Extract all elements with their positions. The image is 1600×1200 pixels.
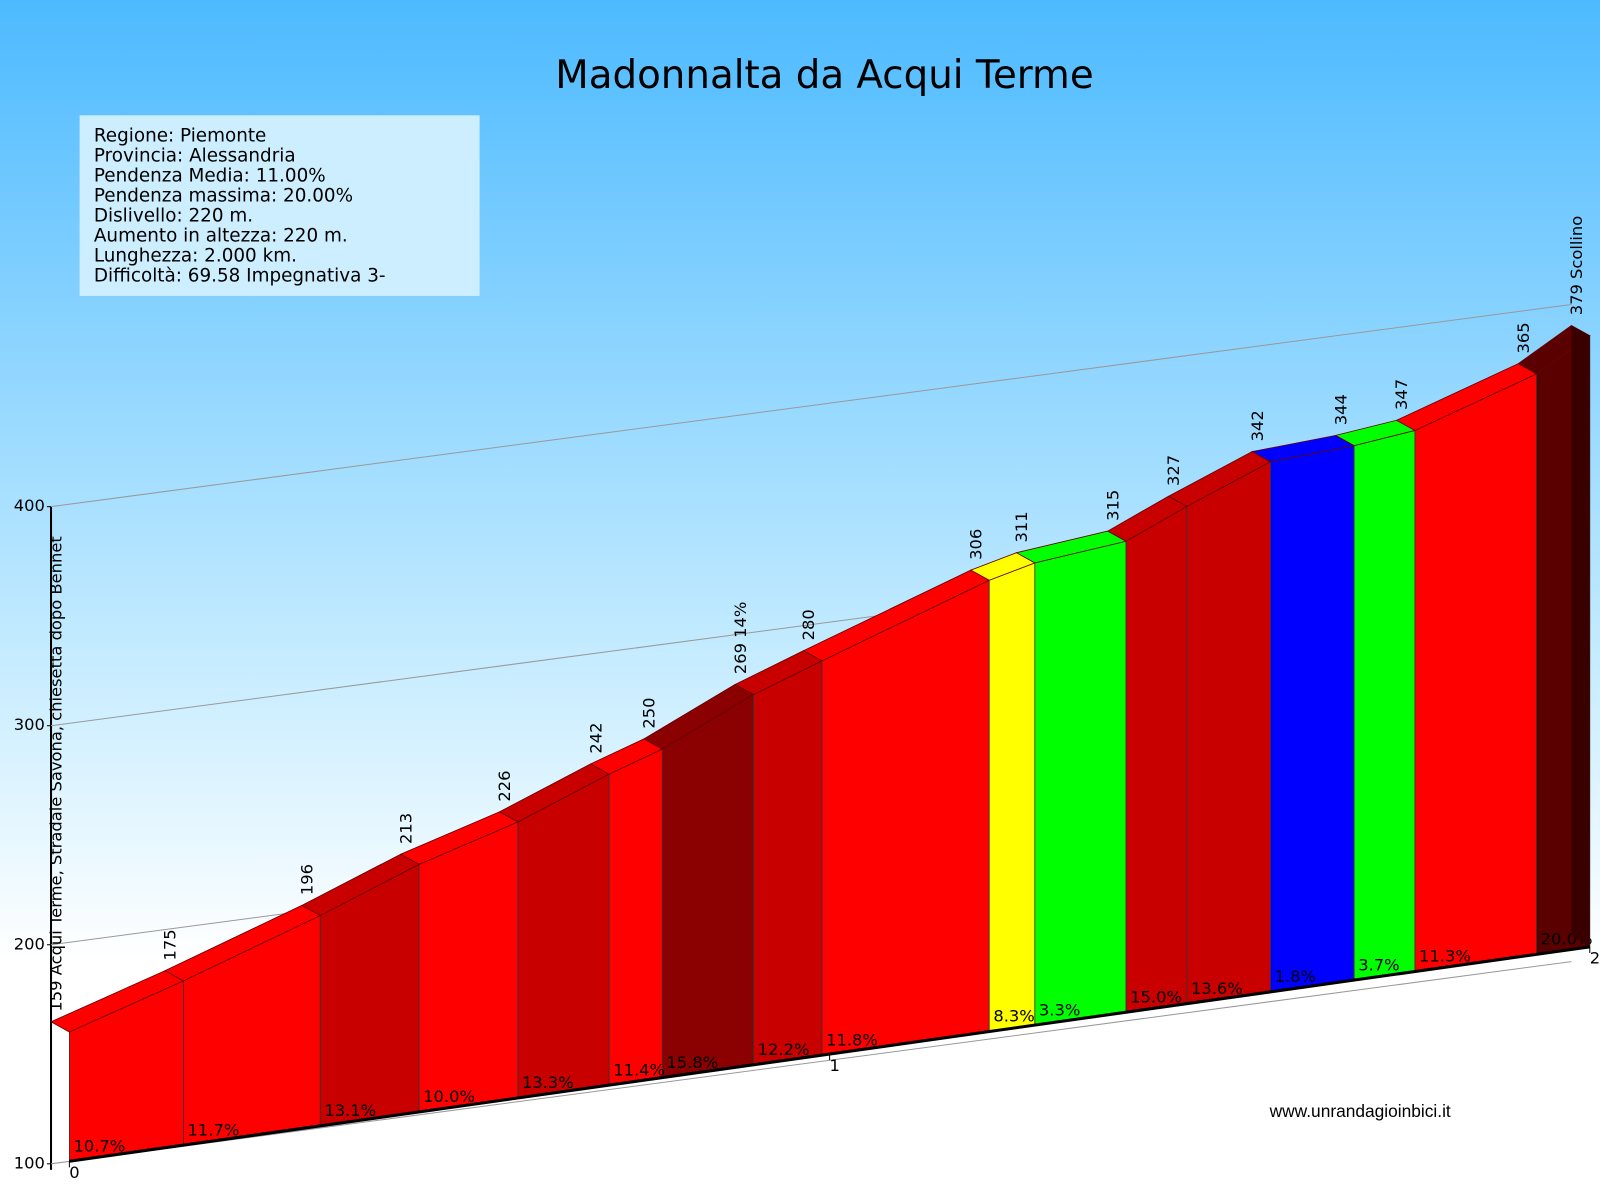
altitude-label: 306 xyxy=(966,529,985,560)
info-line: Regione: Piemonte xyxy=(94,126,266,147)
gradient-label: 3.3% xyxy=(1039,1000,1080,1019)
segment-face xyxy=(1270,445,1355,993)
altitude-label: 311 xyxy=(1012,511,1031,542)
segment-face xyxy=(608,748,663,1086)
x-tick-label: 1 xyxy=(829,1056,839,1075)
segment-side xyxy=(1571,325,1590,947)
altitude-label: 315 xyxy=(1103,490,1122,521)
altitude-label: 342 xyxy=(1248,410,1267,441)
segment-face xyxy=(1353,429,1416,981)
grid-line xyxy=(50,961,1572,1165)
altitude-label: 226 xyxy=(495,770,514,801)
info-line: Aumento in altezza: 220 m. xyxy=(94,226,348,247)
altitude-label: 347 xyxy=(1392,379,1411,410)
gradient-label: 10.0% xyxy=(423,1087,475,1106)
info-line: Difficoltà: 69.58 Impegnativa 3- xyxy=(94,266,386,287)
y-tick-label: 100 xyxy=(14,1153,45,1172)
info-line: Lunghezza: 2.000 km. xyxy=(94,246,297,267)
altitude-label: 379 Scollino xyxy=(1567,216,1586,316)
x-tick-label: 0 xyxy=(69,1163,79,1182)
x-tick-label: 2 xyxy=(1590,949,1600,968)
chart-title: Madonnalta da Acqui Terme xyxy=(555,53,1093,98)
gradient-label: 1.8% xyxy=(1275,967,1316,986)
gradient-label: 13.3% xyxy=(522,1073,574,1092)
altitude-label: 269 14% xyxy=(731,602,750,675)
gradient-label: 15.8% xyxy=(666,1053,718,1072)
info-line: Provincia: Alessandria xyxy=(94,146,296,167)
grid-line xyxy=(50,303,1572,508)
gradient-label: 11.4% xyxy=(613,1060,665,1079)
segment-face xyxy=(821,579,990,1056)
gradient-label: 3.7% xyxy=(1358,955,1399,974)
info-line: Dislivello: 220 m. xyxy=(94,206,253,227)
segment-face xyxy=(1414,373,1537,972)
altitude-label: 365 xyxy=(1514,322,1533,353)
gradient-label: 11.7% xyxy=(188,1120,240,1139)
y-tick-label: 300 xyxy=(14,715,45,734)
segment-face xyxy=(753,660,823,1066)
altitude-label: 327 xyxy=(1164,455,1183,486)
segment-face xyxy=(1125,505,1188,1013)
altitude-label: 344 xyxy=(1331,394,1350,425)
gradient-label: 13.6% xyxy=(1191,979,1243,998)
gradient-label: 13.1% xyxy=(324,1101,376,1120)
altitude-label: 280 xyxy=(799,609,818,640)
gradient-label: 8.3% xyxy=(993,1007,1034,1026)
gradient-label: 12.2% xyxy=(758,1040,810,1059)
segment-face xyxy=(661,693,754,1079)
altitude-label: 213 xyxy=(396,813,415,844)
altitude-label: 242 xyxy=(586,723,605,754)
segment-face xyxy=(1186,461,1271,1005)
segment-face xyxy=(517,773,610,1099)
segment-face xyxy=(1034,540,1127,1026)
altitude-label: 159 Acqui Terme, Stradale Savona, chiese… xyxy=(47,536,66,1011)
info-line: Pendenza Media: 11.00% xyxy=(94,166,326,187)
y-tick-label: 400 xyxy=(14,496,45,515)
source: www.unrandagioinbici.it xyxy=(1269,1101,1451,1121)
y-tick-label: 200 xyxy=(14,934,45,953)
gradient-label: 11.8% xyxy=(826,1030,878,1049)
altitude-label: 175 xyxy=(161,929,180,960)
altitude-label: 250 xyxy=(640,697,659,728)
altitude-label: 196 xyxy=(298,864,317,895)
gradient-label: 15.0% xyxy=(1130,987,1182,1006)
gradient-label: 10.7% xyxy=(73,1136,125,1155)
segment-face xyxy=(988,562,1036,1032)
info-line: Pendenza massima: 20.00% xyxy=(94,186,353,207)
segment-face xyxy=(418,821,519,1113)
gradient-label: 11.3% xyxy=(1419,947,1471,966)
info-box xyxy=(79,115,480,296)
